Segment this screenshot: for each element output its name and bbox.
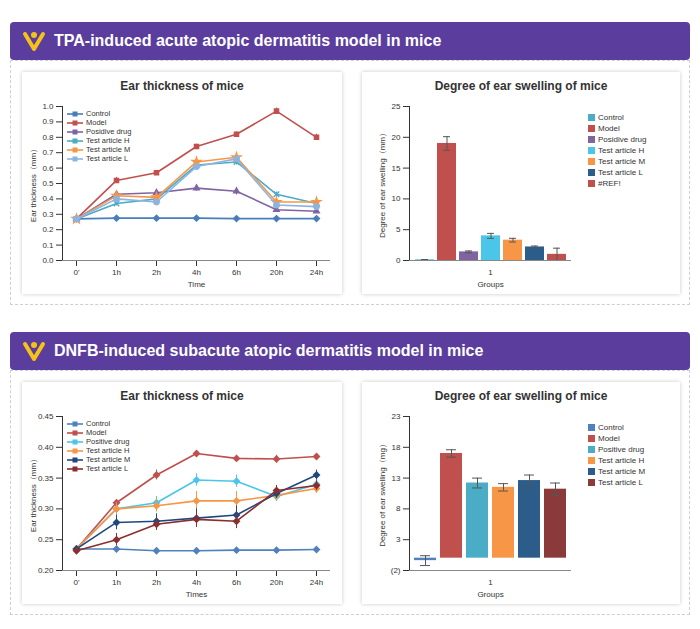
html-text:Test article H: Test article H bbox=[86, 446, 130, 455]
html-text:Control: Control bbox=[86, 419, 111, 428]
svg-text:6h: 6h bbox=[232, 268, 241, 277]
html-text:Positive drug: Positive drug bbox=[86, 437, 130, 446]
svg-text:Times: Times bbox=[186, 590, 207, 599]
svg-text:0.20: 0.20 bbox=[38, 566, 54, 575]
html-text:Control: Control bbox=[86, 109, 111, 118]
svg-text:0.6: 0.6 bbox=[42, 164, 54, 173]
html-text:Control: Control bbox=[598, 113, 624, 122]
svg-text:8: 8 bbox=[396, 504, 401, 513]
svg-text:Ear thickness（mm）: Ear thickness（mm） bbox=[29, 455, 38, 532]
html-text:Control: Control bbox=[598, 423, 624, 432]
html-text:Model: Model bbox=[86, 118, 107, 127]
html-text:DNFB-induced subacute atopic d: DNFB-induced subacute atopic dermatitis … bbox=[54, 342, 484, 359]
svg-text:24h: 24h bbox=[310, 578, 323, 587]
html-text:Test article M: Test article M bbox=[86, 145, 131, 154]
svg-text:10: 10 bbox=[392, 194, 401, 203]
svg-text:20: 20 bbox=[392, 133, 401, 142]
html-text:Positive drug: Positive drug bbox=[598, 445, 645, 454]
svg-text:Degree of ear swelling（mg）: Degree of ear swelling（mg） bbox=[378, 440, 387, 547]
svg-text:1: 1 bbox=[488, 268, 493, 277]
svg-text:1.0: 1.0 bbox=[42, 102, 54, 111]
svg-text:2h: 2h bbox=[152, 268, 161, 277]
html-text:Test article M: Test article M bbox=[86, 455, 131, 464]
html-text:Degree of ear swelling of mice: Degree of ear swelling of mice bbox=[434, 389, 608, 403]
svg-text:4h: 4h bbox=[192, 578, 201, 587]
svg-text:Time: Time bbox=[188, 280, 206, 289]
svg-text:20h: 20h bbox=[270, 268, 283, 277]
svg-text:0.1: 0.1 bbox=[42, 241, 54, 250]
svg-text:0.25: 0.25 bbox=[38, 535, 54, 544]
svg-text:0.7: 0.7 bbox=[42, 148, 54, 157]
html-text:Test article H: Test article H bbox=[598, 456, 645, 465]
html-text:Test article H: Test article H bbox=[598, 146, 645, 155]
svg-text:0.45: 0.45 bbox=[38, 412, 54, 421]
html-text:Model: Model bbox=[86, 428, 107, 437]
html-text:Model: Model bbox=[598, 434, 620, 443]
svg-text:1: 1 bbox=[488, 578, 493, 587]
svg-text:15: 15 bbox=[392, 164, 401, 173]
svg-text:2h: 2h bbox=[152, 578, 161, 587]
svg-text:0.5: 0.5 bbox=[42, 179, 54, 188]
html-text:Model: Model bbox=[598, 124, 620, 133]
html-text:Ear thickness of mice: Ear thickness of mice bbox=[120, 79, 244, 93]
html-text:Test article M: Test article M bbox=[598, 157, 646, 166]
html-text:Test article L: Test article L bbox=[598, 478, 643, 487]
svg-text:0': 0' bbox=[74, 268, 80, 277]
svg-text:4h: 4h bbox=[192, 268, 201, 277]
svg-text:0.35: 0.35 bbox=[38, 474, 54, 483]
svg-text:0.8: 0.8 bbox=[42, 133, 54, 142]
svg-text:Ear thickness（mm）: Ear thickness（mm） bbox=[29, 145, 38, 222]
svg-text:6h: 6h bbox=[232, 578, 241, 587]
svg-text:20h: 20h bbox=[270, 578, 283, 587]
svg-text:0.4: 0.4 bbox=[42, 194, 54, 203]
svg-text:0.30: 0.30 bbox=[38, 504, 54, 513]
svg-text:25: 25 bbox=[392, 102, 401, 111]
svg-text:1h: 1h bbox=[112, 578, 121, 587]
html-text:Posidive drug: Posidive drug bbox=[86, 127, 132, 136]
svg-text:Groups: Groups bbox=[477, 280, 503, 289]
svg-text:0: 0 bbox=[396, 256, 401, 265]
svg-text:18: 18 bbox=[392, 443, 401, 452]
svg-text:0': 0' bbox=[74, 578, 80, 587]
svg-text:3: 3 bbox=[396, 535, 401, 544]
html-text:Test article H: Test article H bbox=[86, 136, 130, 145]
html-text:#REF!: #REF! bbox=[598, 179, 621, 188]
svg-text:(2): (2) bbox=[391, 566, 401, 575]
svg-text:Groups: Groups bbox=[477, 590, 503, 599]
html-text:TPA-induced acute atopic derma: TPA-induced acute atopic dermatitis mode… bbox=[54, 32, 442, 49]
html-text:Posidive drug: Posidive drug bbox=[598, 135, 647, 144]
svg-text:0.3: 0.3 bbox=[42, 210, 54, 219]
svg-text:13: 13 bbox=[392, 474, 401, 483]
svg-text:0.9: 0.9 bbox=[42, 117, 54, 126]
html-text:Test article L: Test article L bbox=[86, 154, 129, 163]
svg-text:Degree of ear swelling（mm）: Degree of ear swelling（mm） bbox=[378, 129, 387, 238]
svg-text:23: 23 bbox=[392, 412, 401, 421]
svg-text:5: 5 bbox=[396, 225, 401, 234]
svg-text:0.2: 0.2 bbox=[42, 225, 54, 234]
html-text:Test article L: Test article L bbox=[598, 168, 643, 177]
html-text:Ear thickness of mice: Ear thickness of mice bbox=[120, 389, 244, 403]
svg-text:0.40: 0.40 bbox=[38, 443, 54, 452]
svg-text:1h: 1h bbox=[112, 268, 121, 277]
svg-text:0.0: 0.0 bbox=[42, 256, 54, 265]
html-text:Test article M: Test article M bbox=[598, 467, 646, 476]
html-text:Test article L: Test article L bbox=[86, 464, 129, 473]
svg-text:24h: 24h bbox=[310, 268, 323, 277]
html-text:Degree of ear swelling of mice: Degree of ear swelling of mice bbox=[434, 79, 608, 93]
